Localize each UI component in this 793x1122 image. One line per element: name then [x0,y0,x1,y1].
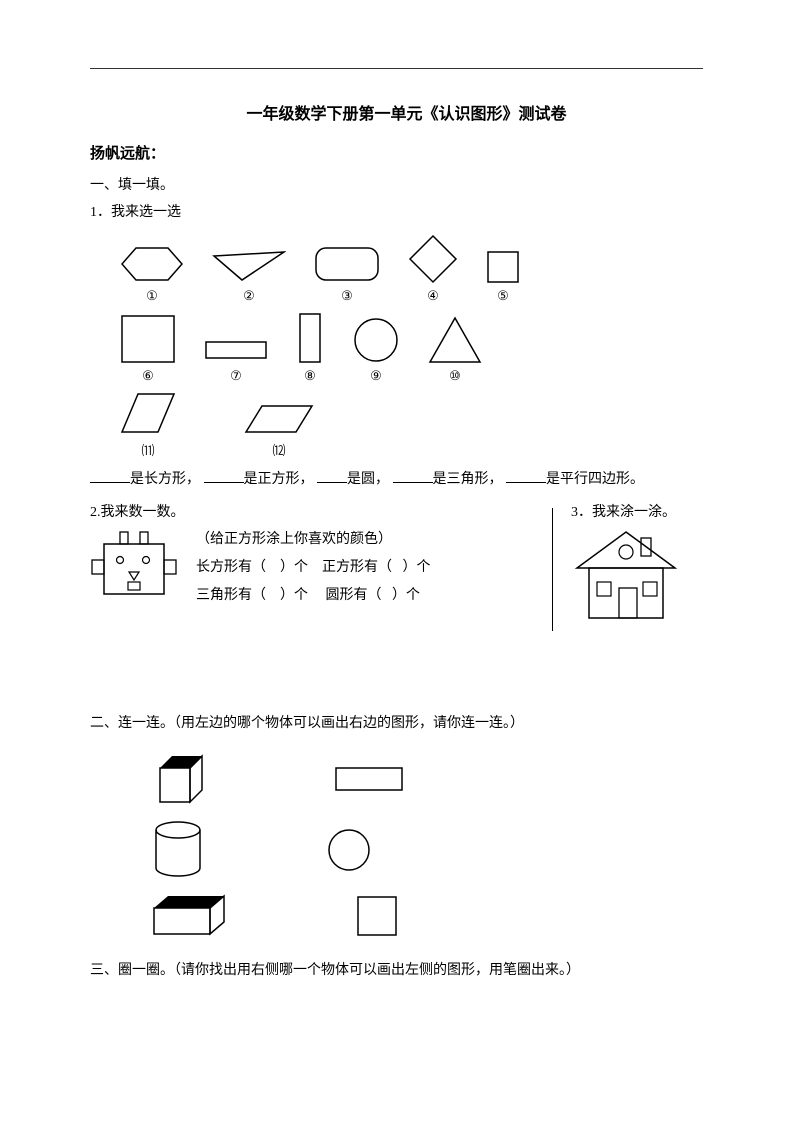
shapes-row-2: ⑥ ⑦ ⑧ ⑨ ⑩ [120,312,723,384]
q3-block: 3．我来涂一涂。 [553,500,723,632]
shape-scalene-triangle: ② [212,250,286,304]
text: 是正方形， [244,472,314,487]
match-row-3 [150,894,723,938]
shape-diamond: ④ [408,234,458,304]
shape-label: ③ [341,288,353,303]
shape-triangle: ⑩ [428,316,482,384]
solid-cuboid [150,894,236,938]
shape-label: ⑾ [141,443,154,458]
shapes-row-1: ① ② ③ ④ ⑤ [120,234,723,304]
q2-line1: 长方形有（ ）个 正方形有（ ）个 [196,554,431,582]
q2-line2: 三角形有（ ）个 圆形有（ ）个 [196,582,431,610]
text: 是圆， [347,472,389,487]
sec2-heading: 二、连一连。（用左边的哪个物体可以画出右边的图形，请你连一连。） [90,711,723,738]
q2-hint: （给正方形涂上你喜欢的颜色） [196,526,431,554]
shape-label: ④ [427,288,439,303]
shape-label: ① [146,288,158,303]
text: 是三角形， [433,472,503,487]
shape-circle: ⑨ [352,316,400,384]
shape-label: ② [243,288,255,303]
flat-square [356,895,398,937]
shape-parallelogram-2: ⑿ [244,402,314,459]
blank[interactable] [317,469,347,483]
shape-hexagon: ① [120,244,184,304]
q2-q3-row: 2.我来数一数。 （给正方形涂上你喜欢的颜色） [90,500,723,632]
blank[interactable] [393,469,433,483]
solid-cylinder [150,820,206,880]
shape-label: ⑨ [370,368,382,383]
sec3-heading: 三、圈一圈。（请你找出用右侧哪一个物体可以画出左侧的图形，用笔圈出来。） [90,958,723,985]
blank[interactable] [506,469,546,483]
worksheet-page: 一年级数学下册第一单元《认识图形》测试卷 扬帆远航： 一、填一填。 1．我来选一… [0,0,793,1122]
shape-small-square: ⑤ [486,250,520,304]
shapes-row-3: ⑾ ⑿ [120,392,723,459]
text: 是长方形， [130,472,200,487]
shape-square: ⑥ [120,314,176,384]
q2-block: 2.我来数一数。 （给正方形涂上你喜欢的颜色） [90,500,552,617]
shape-label: ⑧ [304,368,316,383]
q1-prompt: 1．我来选一选 [90,200,723,227]
match-row-1 [150,752,723,806]
robot-figure [90,526,180,616]
shape-parallelogram-1: ⑾ [120,392,176,459]
shape-label: ⑿ [272,443,285,458]
shape-label: ⑥ [142,368,154,383]
shape-label: ⑦ [230,368,242,383]
q1-fill-line: 是长方形， 是正方形， 是圆， 是三角形， 是平行四边形。 [90,467,723,494]
q3-prompt: 3．我来涂一涂。 [571,500,723,527]
shape-flat-rect: ⑦ [204,336,268,384]
solid-cube [150,752,214,806]
shape-label: ⑤ [497,288,509,303]
flat-circle [326,827,372,873]
text: 是平行四边形。 [546,472,644,487]
blank[interactable] [204,469,244,483]
q2-prompt: 2.我来数一数。 [90,500,542,527]
sec1-heading: 一、填一填。 [90,173,723,200]
flat-rectangle [334,764,404,794]
shape-rounded-rect: ③ [314,244,380,304]
shape-tall-rect: ⑧ [296,312,324,384]
house-figure [571,526,681,626]
match-row-2 [150,820,723,880]
blank[interactable] [90,469,130,483]
header-rule [90,68,703,69]
shape-label: ⑩ [449,368,461,383]
subheading: 扬帆远航： [90,142,723,163]
page-title: 一年级数学下册第一单元《认识图形》测试卷 [90,100,723,124]
